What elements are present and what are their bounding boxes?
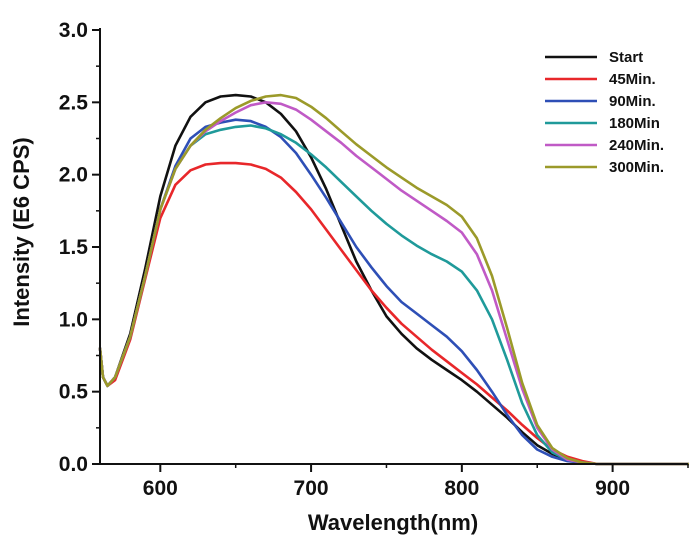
y-tick-label: 1.5 (59, 236, 89, 259)
y-tick-label: 3.0 (59, 19, 88, 42)
y-tick-label: 1.0 (59, 308, 88, 331)
y-tick-label: 0.0 (59, 453, 88, 476)
x-axis-title: Wavelength(nm) (308, 510, 478, 535)
series-line-1 (98, 161, 689, 466)
axes-group: 0.0 0.5 1.0 1.5 2.0 2.5 3.0 600 700 800 900 (59, 19, 689, 500)
y-tick-label: 2.5 (59, 91, 89, 114)
y-tick-label: 2.0 (59, 164, 88, 187)
legend-label-2: 90Min. (609, 93, 656, 110)
x-tick-label: 600 (143, 477, 178, 500)
plot-series-group (98, 93, 689, 466)
series-line-4 (98, 101, 689, 466)
x-tick-label: 700 (294, 477, 329, 500)
legend-label-0: Start (609, 49, 643, 66)
x-tick-label: 900 (595, 477, 630, 500)
series-line-5 (98, 93, 689, 466)
legend-label-5: 300Min. (609, 159, 664, 176)
x-tick-label: 800 (444, 477, 479, 500)
y-axis-title: Intensity (E6 CPS) (9, 137, 34, 326)
legend: Start 45Min. 90Min. 180Min 240Min. 300Min. (545, 49, 664, 176)
legend-label-3: 180Min (609, 115, 660, 132)
legend-label-1: 45Min. (609, 71, 656, 88)
y-tick-label: 0.5 (59, 381, 89, 404)
legend-label-4: 240Min. (609, 137, 664, 154)
